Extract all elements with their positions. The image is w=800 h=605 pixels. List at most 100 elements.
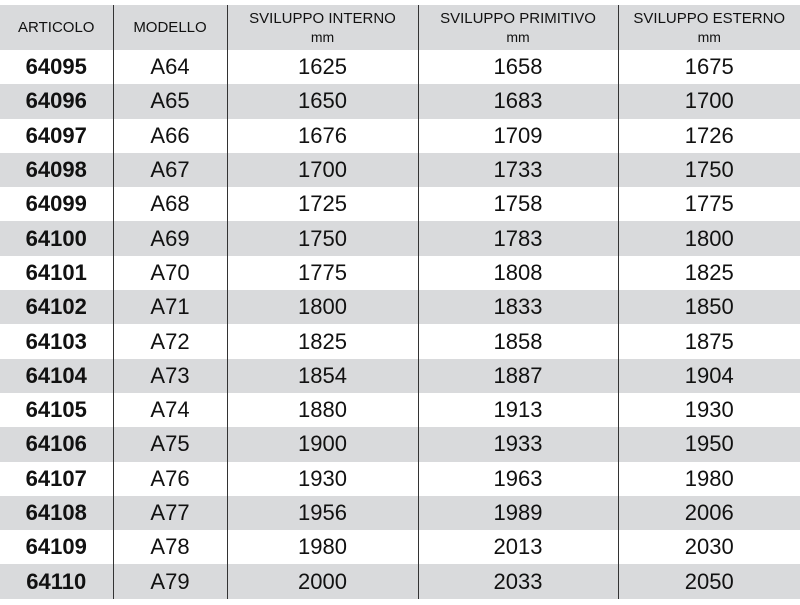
cell-sviluppo-primitivo: 1933 <box>418 427 618 461</box>
header-label: SVILUPPO INTERNO <box>249 10 396 27</box>
header-label: SVILUPPO PRIMITIVO <box>440 10 596 27</box>
cell-sviluppo-esterno: 1750 <box>618 153 800 187</box>
cell-sviluppo-primitivo: 2033 <box>418 564 618 598</box>
cell-modello: A77 <box>113 496 227 530</box>
cell-sviluppo-interno: 1775 <box>227 256 418 290</box>
cell-articolo: 64104 <box>0 359 113 393</box>
cell-sviluppo-esterno: 1700 <box>618 84 800 118</box>
cell-sviluppo-primitivo: 1833 <box>418 290 618 324</box>
cell-articolo: 64103 <box>0 324 113 358</box>
cell-sviluppo-esterno: 1875 <box>618 324 800 358</box>
cell-sviluppo-interno: 1700 <box>227 153 418 187</box>
cell-articolo: 64098 <box>0 153 113 187</box>
cell-sviluppo-primitivo: 2013 <box>418 530 618 564</box>
cell-articolo: 64110 <box>0 564 113 598</box>
cell-articolo: 64097 <box>0 119 113 153</box>
cell-sviluppo-primitivo: 1758 <box>418 187 618 221</box>
cell-articolo: 64108 <box>0 496 113 530</box>
cell-articolo: 64102 <box>0 290 113 324</box>
cell-sviluppo-interno: 2000 <box>227 564 418 598</box>
cell-modello: A66 <box>113 119 227 153</box>
header-unit: mm <box>419 28 618 46</box>
cell-sviluppo-esterno: 1825 <box>618 256 800 290</box>
cell-sviluppo-esterno: 2006 <box>618 496 800 530</box>
cell-sviluppo-interno: 1825 <box>227 324 418 358</box>
cell-sviluppo-esterno: 1930 <box>618 393 800 427</box>
cell-sviluppo-esterno: 1775 <box>618 187 800 221</box>
cell-modello: A79 <box>113 564 227 598</box>
header-articolo: ARTICOLO <box>0 5 113 50</box>
header-label: ARTICOLO <box>18 19 94 36</box>
cell-sviluppo-esterno: 1726 <box>618 119 800 153</box>
cell-articolo: 64101 <box>0 256 113 290</box>
cell-articolo: 64109 <box>0 530 113 564</box>
cell-modello: A72 <box>113 324 227 358</box>
cell-sviluppo-esterno: 1675 <box>618 50 800 84</box>
cell-sviluppo-esterno: 1800 <box>618 221 800 255</box>
cell-sviluppo-primitivo: 1858 <box>418 324 618 358</box>
cell-modello: A76 <box>113 462 227 496</box>
cell-modello: A71 <box>113 290 227 324</box>
cell-sviluppo-esterno: 1980 <box>618 462 800 496</box>
cell-sviluppo-primitivo: 1887 <box>418 359 618 393</box>
cell-sviluppo-interno: 1880 <box>227 393 418 427</box>
cell-sviluppo-primitivo: 1658 <box>418 50 618 84</box>
cell-sviluppo-esterno: 1904 <box>618 359 800 393</box>
cell-sviluppo-primitivo: 1683 <box>418 84 618 118</box>
cell-sviluppo-interno: 1980 <box>227 530 418 564</box>
cell-articolo: 64096 <box>0 84 113 118</box>
cell-sviluppo-esterno: 2050 <box>618 564 800 598</box>
cell-articolo: 64100 <box>0 221 113 255</box>
cell-modello: A68 <box>113 187 227 221</box>
cell-sviluppo-interno: 1625 <box>227 50 418 84</box>
cell-modello: A73 <box>113 359 227 393</box>
cell-sviluppo-primitivo: 1913 <box>418 393 618 427</box>
cell-modello: A70 <box>113 256 227 290</box>
header-label: MODELLO <box>133 19 206 36</box>
cell-sviluppo-primitivo: 1733 <box>418 153 618 187</box>
cell-modello: A69 <box>113 221 227 255</box>
cell-articolo: 64107 <box>0 462 113 496</box>
header-label: SVILUPPO ESTERNO <box>633 10 785 27</box>
cell-modello: A67 <box>113 153 227 187</box>
header-unit: mm <box>228 28 418 46</box>
cell-sviluppo-primitivo: 1963 <box>418 462 618 496</box>
cell-sviluppo-primitivo: 1989 <box>418 496 618 530</box>
cell-modello: A75 <box>113 427 227 461</box>
cell-modello: A64 <box>113 50 227 84</box>
cell-sviluppo-primitivo: 1808 <box>418 256 618 290</box>
cell-sviluppo-interno: 1930 <box>227 462 418 496</box>
cell-sviluppo-interno: 1800 <box>227 290 418 324</box>
cell-sviluppo-interno: 1650 <box>227 84 418 118</box>
cell-sviluppo-interno: 1956 <box>227 496 418 530</box>
cell-sviluppo-interno: 1900 <box>227 427 418 461</box>
cell-sviluppo-primitivo: 1709 <box>418 119 618 153</box>
cell-sviluppo-esterno: 1850 <box>618 290 800 324</box>
cell-modello: A74 <box>113 393 227 427</box>
header-modello: MODELLO <box>113 5 227 50</box>
cell-articolo: 64106 <box>0 427 113 461</box>
cell-articolo: 64105 <box>0 393 113 427</box>
cell-sviluppo-interno: 1676 <box>227 119 418 153</box>
